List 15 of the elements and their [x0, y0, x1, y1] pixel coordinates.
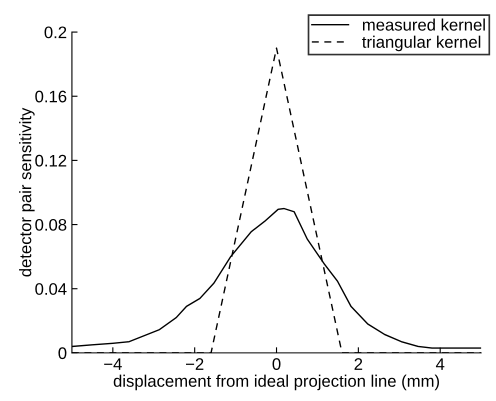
y-tick-label: 0.08 [35, 218, 66, 231]
y-tick-label: 0 [58, 347, 66, 360]
x-tick-label: −4 [104, 358, 122, 370]
x-tick-label: 2 [354, 358, 362, 370]
y-tick-label: 0.04 [35, 283, 67, 295]
y-tick-label: 0.12 [35, 154, 66, 167]
y-tick-label: 0.2 [44, 26, 66, 38]
x-axis-title: displacement from ideal projection line (mm) [114, 374, 439, 390]
x-tick-label: 0 [272, 358, 281, 370]
y-tick-label: 0.16 [35, 90, 66, 102]
y-axis-title: detector pair sensitivity [19, 108, 35, 277]
legend-label: triangular kernel [362, 36, 480, 52]
x-tick-label: 4 [436, 358, 444, 370]
x-tick-label: −2 [186, 358, 204, 370]
legend-label: measured kernel [362, 18, 485, 31]
